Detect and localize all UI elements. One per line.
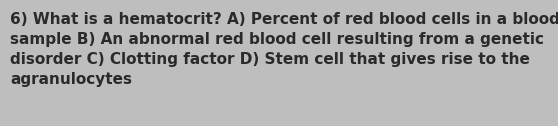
Text: 6) What is a hematocrit? A) Percent of red blood cells in a blood
sample B) An a: 6) What is a hematocrit? A) Percent of r… xyxy=(10,12,558,87)
